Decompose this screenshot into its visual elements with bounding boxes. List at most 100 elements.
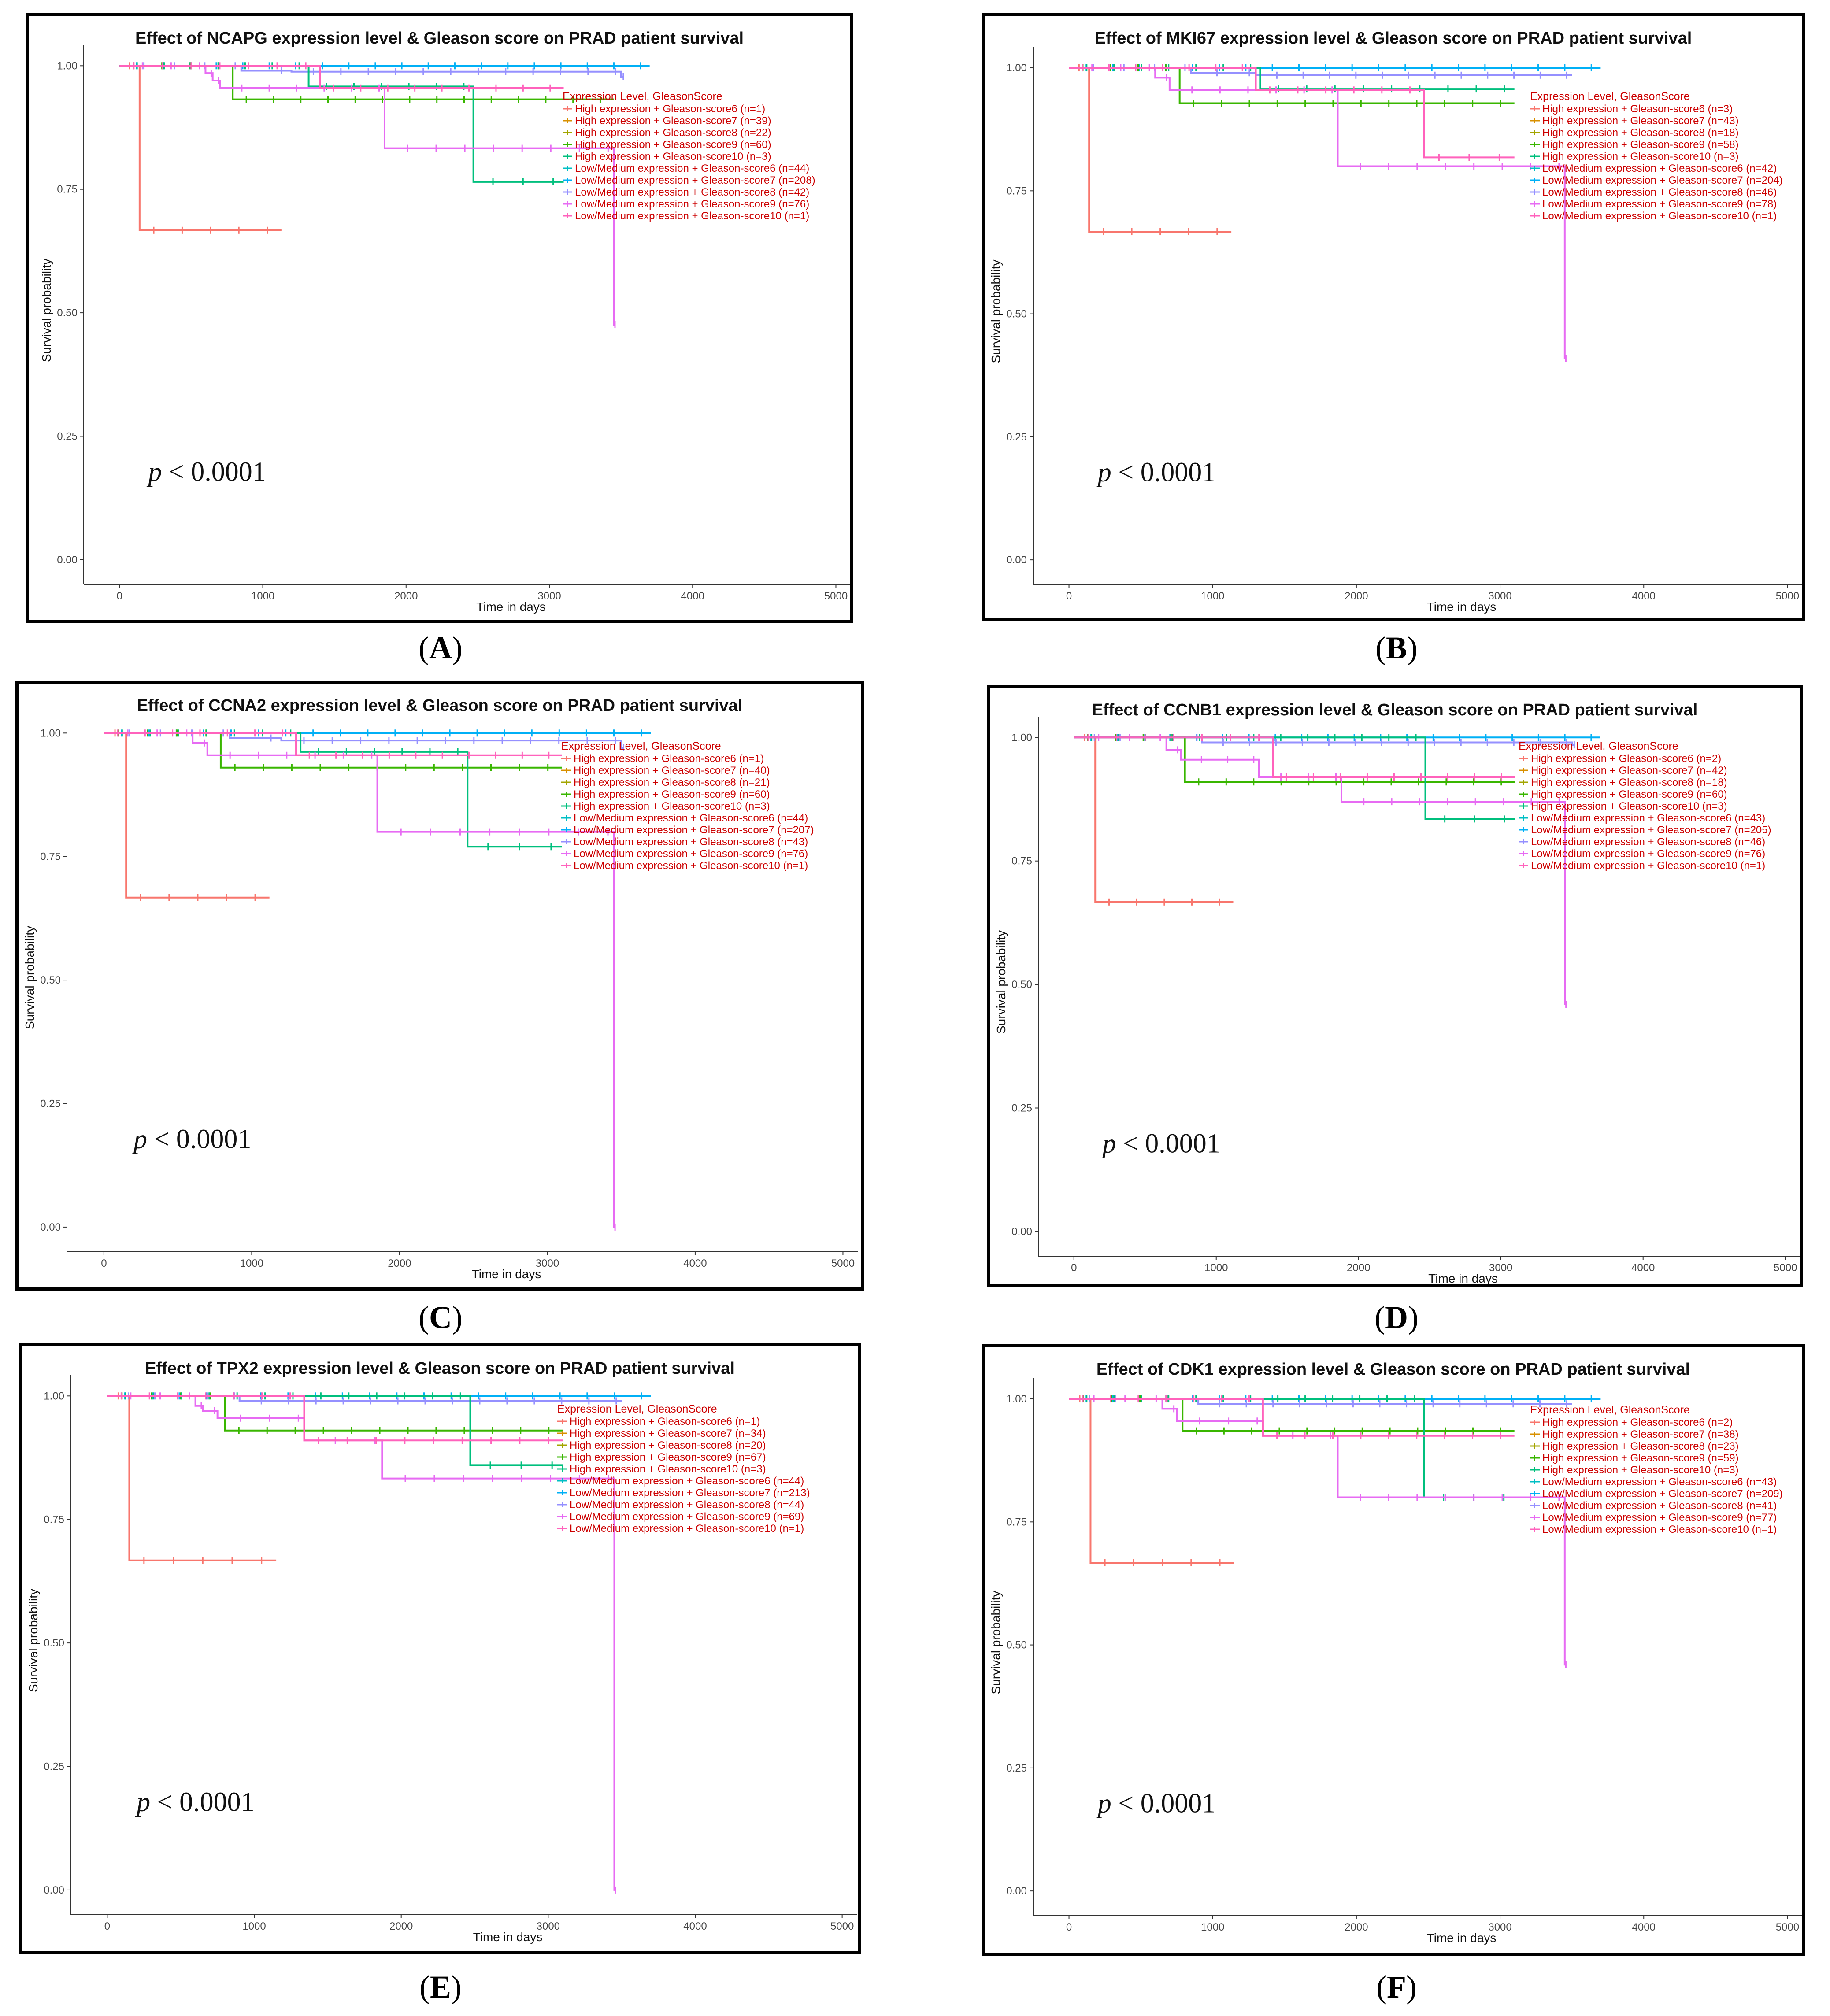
survival-curve <box>104 732 270 899</box>
x-tick-label: 5000 <box>824 590 848 602</box>
legend-title: Expression Level, GleasonScore <box>561 740 721 752</box>
chart-title: Effect of NCAPG expression level & Gleas… <box>135 29 744 48</box>
survival-curve <box>1069 67 1567 359</box>
y-tick-label: 0.00 <box>57 554 78 566</box>
legend-entry: High expression + Gleason-score8 (n=22) <box>575 127 771 139</box>
legend-entry: Low/Medium expression + Gleason-score9 (… <box>575 198 809 210</box>
y-tick-label: 0.50 <box>1006 308 1027 320</box>
panel-f: Effect of CDK1 expression level & Gleaso… <box>982 1344 1805 1956</box>
p-value-symbol: p <box>146 457 162 487</box>
x-tick-label: 2000 <box>1347 1262 1370 1274</box>
p-value-label: p < 0.0001 <box>135 1787 254 1817</box>
y-tick-label: 0.50 <box>57 307 78 319</box>
legend: Expression Level, GleasonScore High expre… <box>563 90 815 222</box>
y-tick-label: 1.00 <box>44 1390 64 1402</box>
x-tick-label: 2000 <box>1345 590 1368 602</box>
y-tick-label: 0.75 <box>40 851 61 863</box>
legend-entry: High expression + Gleason-score10 (n=3) <box>1542 1464 1739 1476</box>
survival-curve <box>1074 736 1575 746</box>
x-tick-label: 5000 <box>1774 1262 1797 1274</box>
y-axis-label: Survival probability <box>989 1591 1003 1694</box>
x-tick-label: 3000 <box>537 1920 560 1932</box>
legend-entry: Low/Medium expression + Gleason-score8 (… <box>570 1499 804 1511</box>
legend-entry: Low/Medium expression + Gleason-score8 (… <box>574 836 808 848</box>
y-axis-label: Survival probability <box>23 926 37 1029</box>
legend-entry: High expression + Gleason-score10 (n=3) <box>575 151 771 163</box>
y-tick-label: 0.00 <box>1006 1885 1027 1897</box>
survival-curve <box>107 1395 616 1891</box>
panel-a: Effect of NCAPG expression level & Gleas… <box>26 13 853 623</box>
legend-entry: High expression + Gleason-score10 (n=3) <box>574 800 770 812</box>
x-tick-label: 1000 <box>1201 590 1224 602</box>
legend-entry: Low/Medium expression + Gleason-score6 (… <box>570 1475 804 1487</box>
legend-entry: High expression + Gleason-score8 (n=20) <box>570 1439 766 1451</box>
p-value-text: < 0.0001 <box>1111 457 1215 487</box>
legend-entry: Low/Medium expression + Gleason-score10 … <box>570 1523 804 1535</box>
p-value-text: < 0.0001 <box>1116 1128 1220 1158</box>
survival-curve <box>1069 67 1232 233</box>
x-tick-label: 1000 <box>251 590 274 602</box>
legend: Expression Level, GleasonScore High expre… <box>561 740 814 872</box>
y-tick-label: 0.25 <box>44 1761 64 1773</box>
survival-curve <box>119 65 564 89</box>
x-tick-label: 0 <box>1066 590 1072 602</box>
survival-curve <box>1074 736 1515 783</box>
survival-curve <box>104 732 624 749</box>
p-value-label: p < 0.0001 <box>1100 1128 1220 1158</box>
p-value-text: < 0.0001 <box>162 457 266 487</box>
legend-entry: High expression + Gleason-score6 (n=1) <box>570 1416 760 1428</box>
x-axis-label: Time in days <box>1428 1272 1498 1284</box>
p-value-label: p < 0.0001 <box>146 457 266 487</box>
legend-entry: Low/Medium expression + Gleason-score7 (… <box>1531 824 1771 836</box>
survival-curve <box>119 65 614 100</box>
legend-title: Expression Level, GleasonScore <box>563 90 722 103</box>
chart-title: Effect of CCNB1 expression level & Gleas… <box>1092 701 1698 719</box>
legend-entry: Low/Medium expression + Gleason-score7 (… <box>1542 1488 1783 1500</box>
x-tick-label: 5000 <box>1776 590 1799 602</box>
y-tick-label: 0.00 <box>40 1221 61 1233</box>
legend-entry: High expression + Gleason-score8 (n=18) <box>1531 777 1727 788</box>
survival-curve <box>107 1395 563 1442</box>
x-tick-label: 5000 <box>1776 1921 1799 1933</box>
p-value-label: p < 0.0001 <box>1096 1788 1215 1818</box>
x-tick-label: 3000 <box>536 1258 559 1269</box>
y-axis-label: Survival probability <box>26 1589 40 1692</box>
chart-title: Effect of MKI67 expression level & Gleas… <box>1095 29 1692 48</box>
legend-entry: High expression + Gleason-score10 (n=3) <box>1531 800 1727 812</box>
y-tick-label: 0.25 <box>1006 1762 1027 1774</box>
legend-entry: Low/Medium expression + Gleason-score6 (… <box>574 812 808 824</box>
survival-curve <box>1074 736 1567 1005</box>
survival-curve <box>1074 736 1234 903</box>
x-tick-label: 2000 <box>394 590 418 602</box>
legend-entry: Low/Medium expression + Gleason-score10 … <box>575 210 809 222</box>
y-tick-label: 0.75 <box>1006 185 1027 197</box>
legend-entry: Low/Medium expression + Gleason-score9 (… <box>1542 198 1777 210</box>
legend-title: Expression Level, GleasonScore <box>557 1403 717 1415</box>
x-tick-label: 2000 <box>1345 1921 1368 1933</box>
legend-entry: Low/Medium expression + Gleason-score10 … <box>574 860 808 872</box>
p-value-symbol: p <box>1096 457 1111 487</box>
panel-label-d: (D) <box>1374 1300 1419 1335</box>
x-axis-label: Time in days <box>472 1267 541 1281</box>
y-tick-label: 0.00 <box>44 1884 64 1896</box>
survival-curve <box>1069 67 1515 159</box>
legend-title: Expression Level, GleasonScore <box>1530 90 1690 103</box>
survival-curve <box>1074 736 1515 778</box>
p-value-text: < 0.0001 <box>147 1124 251 1154</box>
survival-curve <box>104 732 615 1228</box>
legend-entry: High expression + Gleason-score7 (n=40) <box>574 765 770 777</box>
y-tick-label: 1.00 <box>1006 62 1027 74</box>
p-value-label: p < 0.0001 <box>1096 457 1215 487</box>
y-tick-label: 0.50 <box>44 1637 64 1649</box>
x-tick-label: 0 <box>101 1258 107 1269</box>
legend-entry: High expression + Gleason-score9 (n=67) <box>570 1451 766 1463</box>
legend-entry: Low/Medium expression + Gleason-score6 (… <box>1542 1476 1777 1488</box>
p-value-symbol: p <box>1096 1788 1111 1818</box>
x-tick-label: 2000 <box>388 1258 411 1269</box>
survival-curve <box>119 65 282 231</box>
y-axis-label: Survival probability <box>994 930 1008 1034</box>
chart-svg: Effect of TPX2 expression level & Gleaso… <box>26 1359 857 1944</box>
